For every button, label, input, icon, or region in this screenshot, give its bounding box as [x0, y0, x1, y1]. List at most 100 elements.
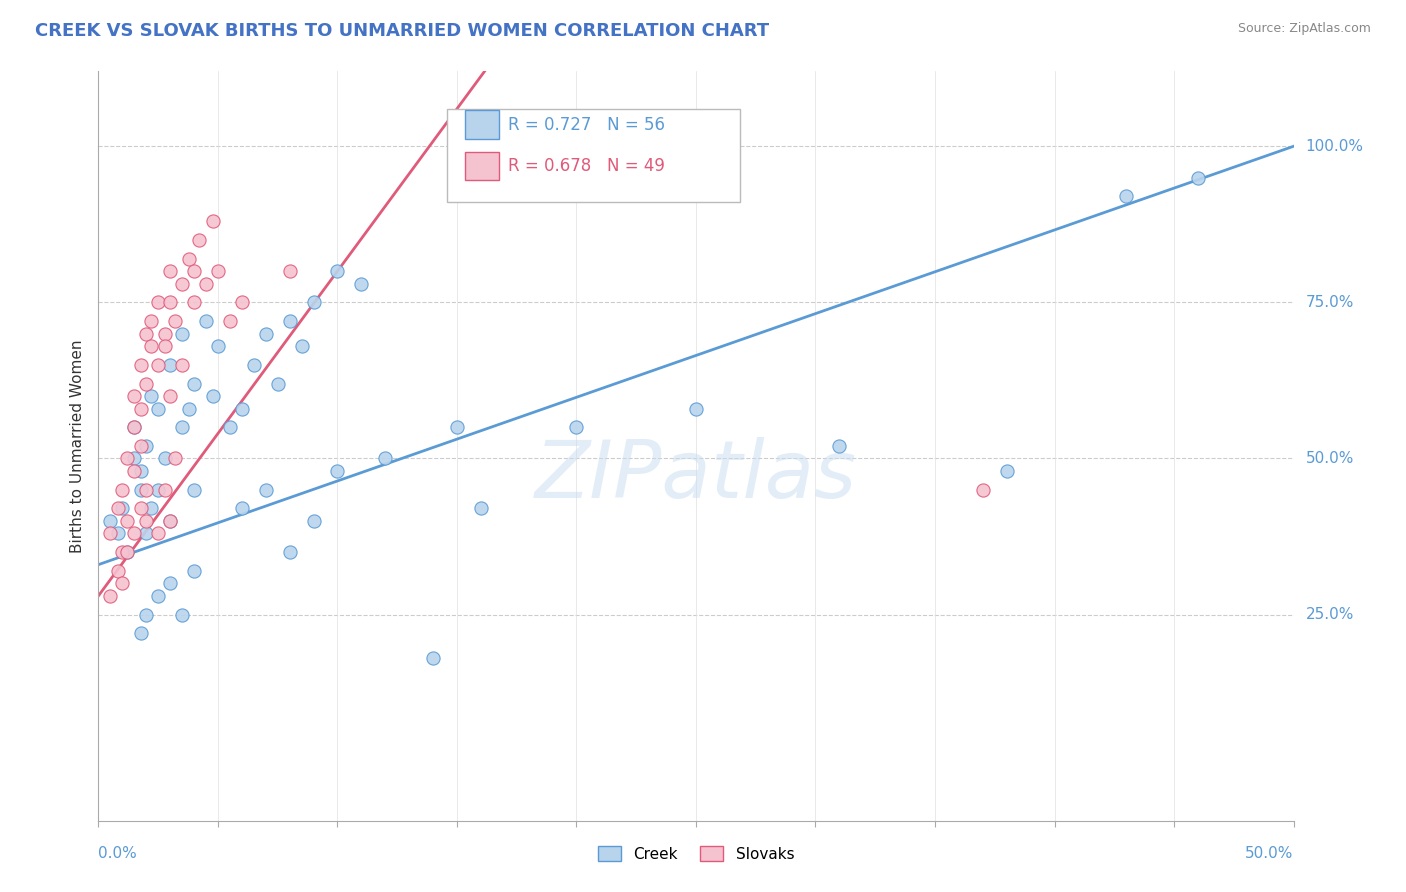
Point [291, 339, 314, 353]
Point [267, 376, 290, 391]
Point [183, 264, 205, 278]
Point [254, 326, 277, 341]
Point [422, 651, 444, 665]
Point [350, 277, 373, 291]
Point [111, 545, 134, 559]
Point [183, 376, 205, 391]
Point [172, 277, 194, 291]
Point [131, 439, 153, 453]
Point [183, 564, 205, 578]
Point [107, 564, 129, 578]
Point [155, 451, 177, 466]
Point [278, 314, 301, 328]
Point [202, 389, 225, 403]
Point [115, 545, 138, 559]
Text: 50.0%: 50.0% [1246, 846, 1294, 861]
Text: 50.0%: 50.0% [1306, 451, 1354, 466]
Point [828, 439, 851, 453]
Point [124, 526, 146, 541]
Point [115, 545, 138, 559]
Point [172, 420, 194, 434]
FancyBboxPatch shape [465, 111, 499, 139]
Point [231, 401, 253, 416]
Point [139, 339, 162, 353]
Point [131, 464, 153, 478]
Point [195, 314, 218, 328]
Point [179, 252, 201, 266]
Point [111, 483, 134, 497]
Point [685, 401, 707, 416]
Point [159, 295, 181, 310]
Text: Source: ZipAtlas.com: Source: ZipAtlas.com [1237, 22, 1371, 36]
Point [135, 607, 157, 622]
Legend: Creek, Slovaks: Creek, Slovaks [591, 838, 801, 869]
Point [278, 545, 301, 559]
Point [98, 589, 122, 603]
Point [148, 589, 170, 603]
Point [148, 401, 170, 416]
Point [98, 514, 122, 528]
Point [139, 314, 162, 328]
Point [254, 483, 277, 497]
Point [124, 420, 146, 434]
Text: CREEK VS SLOVAK BIRTHS TO UNMARRIED WOMEN CORRELATION CHART: CREEK VS SLOVAK BIRTHS TO UNMARRIED WOME… [35, 22, 769, 40]
Point [172, 358, 194, 372]
Point [159, 514, 181, 528]
Point [124, 464, 146, 478]
Text: 75.0%: 75.0% [1306, 295, 1354, 310]
Point [374, 451, 396, 466]
Point [278, 264, 301, 278]
Point [148, 526, 170, 541]
Text: ZIPatlas: ZIPatlas [534, 437, 858, 515]
Point [202, 214, 225, 228]
Point [135, 483, 157, 497]
Point [207, 264, 229, 278]
Point [115, 514, 138, 528]
Point [231, 501, 253, 516]
Point [187, 233, 209, 247]
Point [135, 514, 157, 528]
Point [148, 358, 170, 372]
Point [148, 483, 170, 497]
Point [219, 420, 242, 434]
Point [124, 420, 146, 434]
Point [972, 483, 994, 497]
Point [124, 451, 146, 466]
Point [159, 358, 181, 372]
Point [148, 295, 170, 310]
Point [155, 326, 177, 341]
Point [302, 295, 325, 310]
Point [1187, 170, 1209, 185]
Point [107, 526, 129, 541]
Point [155, 483, 177, 497]
Point [183, 483, 205, 497]
Point [139, 501, 162, 516]
Text: R = 0.678   N = 49: R = 0.678 N = 49 [509, 157, 665, 175]
Point [131, 358, 153, 372]
Point [219, 314, 242, 328]
FancyBboxPatch shape [465, 152, 499, 180]
FancyBboxPatch shape [447, 109, 740, 202]
Point [111, 576, 134, 591]
Point [207, 339, 229, 353]
Point [135, 439, 157, 453]
Point [159, 514, 181, 528]
Point [302, 514, 325, 528]
Point [131, 501, 153, 516]
Point [565, 420, 588, 434]
Point [179, 401, 201, 416]
Point [159, 264, 181, 278]
Point [172, 607, 194, 622]
Point [155, 339, 177, 353]
Point [446, 420, 468, 434]
Point [326, 264, 349, 278]
Point [115, 451, 138, 466]
Point [131, 483, 153, 497]
Point [139, 389, 162, 403]
Point [135, 526, 157, 541]
Point [131, 626, 153, 640]
Point [159, 576, 181, 591]
Y-axis label: Births to Unmarried Women: Births to Unmarried Women [70, 339, 86, 553]
Point [163, 451, 186, 466]
Point [995, 464, 1018, 478]
